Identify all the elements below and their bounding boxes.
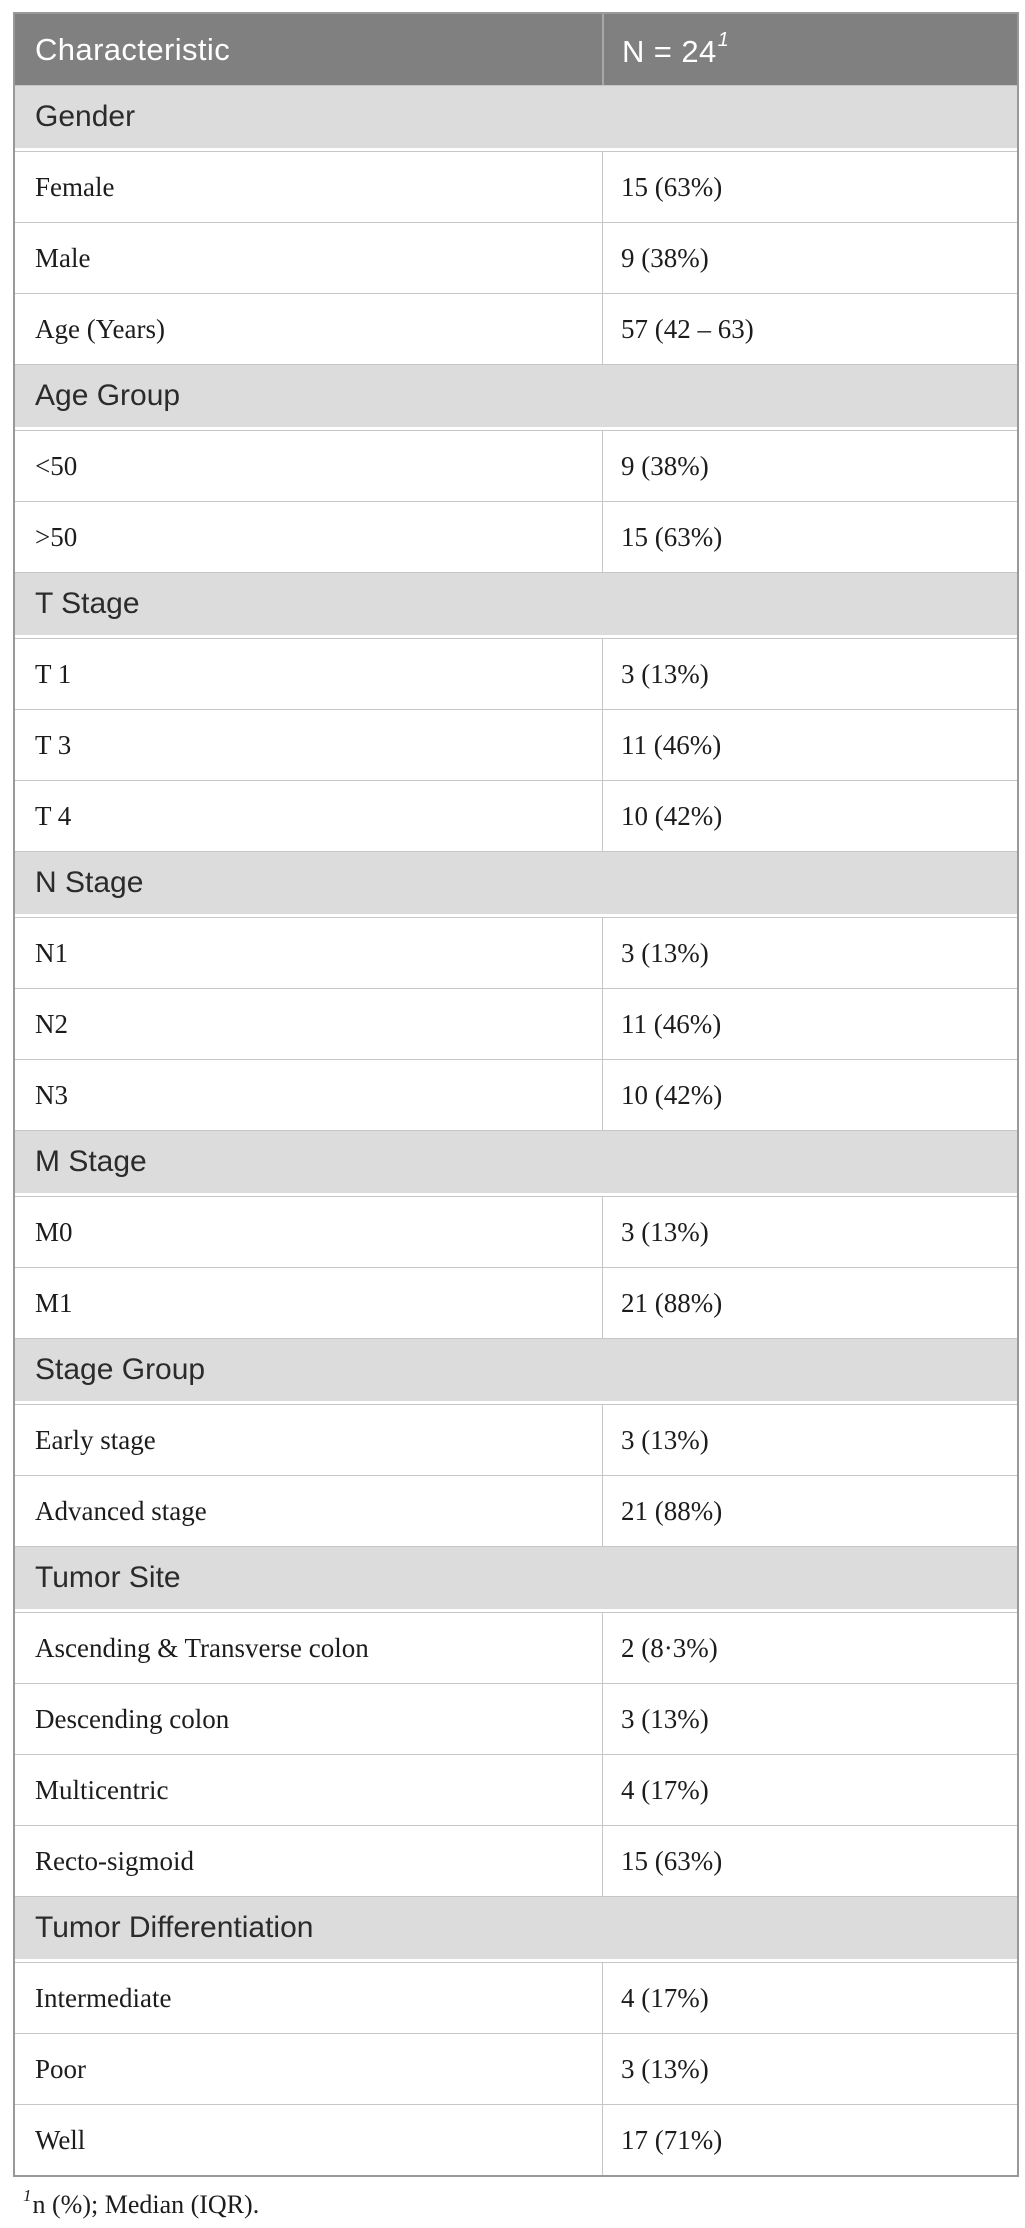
section-label: Tumor Site bbox=[15, 1546, 1017, 1612]
row-label: N2 bbox=[15, 988, 602, 1059]
table-row: M1 21 (88%) bbox=[15, 1267, 1017, 1338]
row-label: Poor bbox=[15, 2033, 602, 2104]
row-value: 3 (13%) bbox=[602, 917, 1017, 988]
row-value: 15 (63%) bbox=[602, 501, 1017, 572]
row-label: <50 bbox=[15, 430, 602, 501]
table-row: Well 17 (71%) bbox=[15, 2104, 1017, 2175]
row-value: 11 (46%) bbox=[602, 988, 1017, 1059]
row-value: 10 (42%) bbox=[602, 1059, 1017, 1130]
n-total-label: N = 24 bbox=[622, 34, 717, 69]
footnote-marker: 1 bbox=[23, 2186, 32, 2205]
table-row: Recto-sigmoid 15 (63%) bbox=[15, 1825, 1017, 1896]
row-label: Well bbox=[15, 2104, 602, 2175]
column-header-characteristic: Characteristic bbox=[15, 14, 602, 85]
row-label: >50 bbox=[15, 501, 602, 572]
row-value: 3 (13%) bbox=[602, 2033, 1017, 2104]
table-header-row: Characteristic N = 241 bbox=[15, 14, 1017, 85]
row-label: Early stage bbox=[15, 1404, 602, 1475]
table-row: Female 15 (63%) bbox=[15, 151, 1017, 222]
table-row: Advanced stage 21 (88%) bbox=[15, 1475, 1017, 1546]
section-row: Age Group bbox=[15, 364, 1017, 430]
section-row: Tumor Site bbox=[15, 1546, 1017, 1612]
row-label: Multicentric bbox=[15, 1754, 602, 1825]
table-body: Gender Female 15 (63%) Male 9 (38%) Age (Year… bbox=[15, 85, 1017, 2175]
row-label: Age (Years) bbox=[15, 293, 602, 364]
row-label: Advanced stage bbox=[15, 1475, 602, 1546]
table-row: Multicentric 4 (17%) bbox=[15, 1754, 1017, 1825]
section-row: M Stage bbox=[15, 1130, 1017, 1196]
row-value: 15 (63%) bbox=[602, 151, 1017, 222]
table-row: N2 11 (46%) bbox=[15, 988, 1017, 1059]
section-label: N Stage bbox=[15, 851, 1017, 917]
column-header-n: N = 241 bbox=[602, 14, 1017, 85]
row-label: N3 bbox=[15, 1059, 602, 1130]
section-label: Stage Group bbox=[15, 1338, 1017, 1404]
row-label: M1 bbox=[15, 1267, 602, 1338]
row-label: T 3 bbox=[15, 709, 602, 780]
row-value: 4 (17%) bbox=[602, 1754, 1017, 1825]
row-value: 21 (88%) bbox=[602, 1475, 1017, 1546]
row-value: 2 (8·3%) bbox=[602, 1612, 1017, 1683]
row-label: N1 bbox=[15, 917, 602, 988]
table-row: Descending colon 3 (13%) bbox=[15, 1683, 1017, 1754]
table-row: <50 9 (38%) bbox=[15, 430, 1017, 501]
row-value: 15 (63%) bbox=[602, 1825, 1017, 1896]
section-row: Tumor Differentiation bbox=[15, 1896, 1017, 1962]
row-label: Ascending & Transverse colon bbox=[15, 1612, 602, 1683]
row-label: T 1 bbox=[15, 638, 602, 709]
row-value: 17 (71%) bbox=[602, 2104, 1017, 2175]
n-footnote-marker: 1 bbox=[717, 29, 730, 51]
section-label: Tumor Differentiation bbox=[15, 1896, 1017, 1962]
row-label: Female bbox=[15, 151, 602, 222]
table-row: Ascending & Transverse colon 2 (8·3%) bbox=[15, 1612, 1017, 1683]
row-value: 9 (38%) bbox=[602, 430, 1017, 501]
table-row: Early stage 3 (13%) bbox=[15, 1404, 1017, 1475]
table-row: N1 3 (13%) bbox=[15, 917, 1017, 988]
table-row: T 3 11 (46%) bbox=[15, 709, 1017, 780]
section-row: Gender bbox=[15, 85, 1017, 151]
table-row: Male 9 (38%) bbox=[15, 222, 1017, 293]
section-label: T Stage bbox=[15, 572, 1017, 638]
row-value: 4 (17%) bbox=[602, 1962, 1017, 2033]
row-value: 11 (46%) bbox=[602, 709, 1017, 780]
section-row: N Stage bbox=[15, 851, 1017, 917]
section-label: Gender bbox=[15, 85, 1017, 151]
table-row: Age (Years) 57 (42 – 63) bbox=[15, 293, 1017, 364]
row-value: 3 (13%) bbox=[602, 1683, 1017, 1754]
section-row: T Stage bbox=[15, 572, 1017, 638]
table-footnote: 1n (%); Median (IQR). bbox=[23, 2186, 1015, 2220]
characteristics-table: Characteristic N = 241 Gender Female 15 (6… bbox=[13, 12, 1019, 2177]
row-label: Male bbox=[15, 222, 602, 293]
table-row: N3 10 (42%) bbox=[15, 1059, 1017, 1130]
row-label: Recto-sigmoid bbox=[15, 1825, 602, 1896]
row-value: 3 (13%) bbox=[602, 638, 1017, 709]
row-label: Intermediate bbox=[15, 1962, 602, 2033]
table-row: >50 15 (63%) bbox=[15, 501, 1017, 572]
row-value: 9 (38%) bbox=[602, 222, 1017, 293]
row-label: T 4 bbox=[15, 780, 602, 851]
row-label: Descending colon bbox=[15, 1683, 602, 1754]
section-row: Stage Group bbox=[15, 1338, 1017, 1404]
section-label: M Stage bbox=[15, 1130, 1017, 1196]
row-value: 57 (42 – 63) bbox=[602, 293, 1017, 364]
table-row: Poor 3 (13%) bbox=[15, 2033, 1017, 2104]
row-value: 10 (42%) bbox=[602, 780, 1017, 851]
table-row: T 4 10 (42%) bbox=[15, 780, 1017, 851]
section-label: Age Group bbox=[15, 364, 1017, 430]
row-value: 3 (13%) bbox=[602, 1196, 1017, 1267]
row-value: 21 (88%) bbox=[602, 1267, 1017, 1338]
row-value: 3 (13%) bbox=[602, 1404, 1017, 1475]
row-label: M0 bbox=[15, 1196, 602, 1267]
table-row: Intermediate 4 (17%) bbox=[15, 1962, 1017, 2033]
table-row: M0 3 (13%) bbox=[15, 1196, 1017, 1267]
footnote-text: n (%); Median (IQR). bbox=[32, 2190, 260, 2219]
